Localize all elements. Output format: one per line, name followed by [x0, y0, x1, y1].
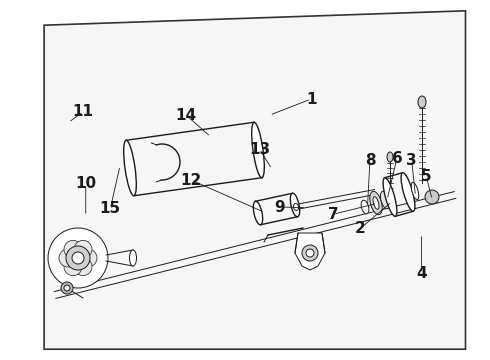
Ellipse shape [253, 201, 263, 225]
Text: 4: 4 [416, 266, 427, 281]
Ellipse shape [380, 191, 390, 209]
Ellipse shape [411, 182, 419, 200]
Text: 1: 1 [306, 91, 317, 107]
Circle shape [74, 240, 92, 258]
Text: 3: 3 [406, 153, 417, 168]
Text: 15: 15 [99, 201, 121, 216]
Ellipse shape [418, 96, 426, 108]
Circle shape [79, 249, 97, 267]
Ellipse shape [129, 250, 137, 266]
Text: 2: 2 [355, 221, 366, 236]
Polygon shape [295, 233, 325, 270]
Ellipse shape [361, 200, 369, 214]
Ellipse shape [387, 152, 393, 162]
Text: 11: 11 [73, 104, 94, 119]
Circle shape [72, 252, 84, 264]
Circle shape [302, 245, 318, 261]
Text: 13: 13 [249, 142, 270, 157]
Text: 10: 10 [75, 176, 97, 191]
Text: 7: 7 [328, 207, 339, 222]
Circle shape [64, 258, 82, 276]
Ellipse shape [383, 178, 397, 216]
Circle shape [59, 249, 77, 267]
Circle shape [74, 258, 92, 276]
Text: 12: 12 [180, 172, 202, 188]
Text: 6: 6 [392, 151, 402, 166]
Ellipse shape [123, 140, 136, 196]
Circle shape [66, 246, 90, 270]
Ellipse shape [294, 203, 298, 211]
Ellipse shape [291, 193, 300, 217]
Text: 5: 5 [421, 169, 432, 184]
Circle shape [306, 249, 314, 257]
Polygon shape [44, 11, 466, 349]
Circle shape [64, 285, 70, 291]
Circle shape [64, 240, 82, 258]
Text: 9: 9 [274, 199, 285, 215]
Circle shape [425, 190, 439, 204]
Ellipse shape [401, 173, 415, 211]
Ellipse shape [373, 197, 379, 209]
Ellipse shape [370, 192, 382, 215]
Circle shape [61, 282, 73, 294]
Text: 8: 8 [365, 153, 375, 168]
Text: 14: 14 [175, 108, 197, 123]
Circle shape [48, 228, 108, 288]
Ellipse shape [252, 122, 264, 178]
